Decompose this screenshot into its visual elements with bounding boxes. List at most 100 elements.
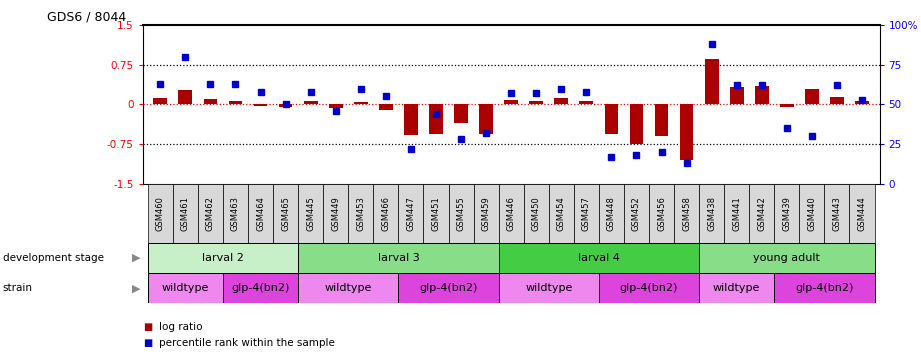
Text: GSM466: GSM466 [381, 196, 391, 231]
Text: wildtype: wildtype [324, 283, 372, 293]
Text: GSM456: GSM456 [657, 196, 666, 231]
Text: GSM461: GSM461 [181, 196, 190, 231]
Text: GSM464: GSM464 [256, 196, 265, 231]
Bar [498, 243, 699, 273]
Text: GSM460: GSM460 [156, 196, 165, 231]
Bar [830, 97, 844, 104]
Bar [699, 184, 724, 243]
Bar [179, 90, 192, 104]
Text: larval 4: larval 4 [578, 253, 620, 263]
Text: GSM450: GSM450 [531, 196, 541, 231]
Text: glp-4(bn2): glp-4(bn2) [419, 283, 478, 293]
Text: young adult: young adult [753, 253, 821, 263]
Text: GSM463: GSM463 [231, 196, 240, 231]
Bar [298, 243, 498, 273]
Bar [649, 184, 674, 243]
Text: glp-4(bn2): glp-4(bn2) [231, 283, 290, 293]
Bar [399, 184, 424, 243]
Text: GSM443: GSM443 [833, 196, 842, 231]
Bar [348, 184, 373, 243]
Text: larval 2: larval 2 [202, 253, 244, 263]
Text: GSM458: GSM458 [682, 196, 691, 231]
Bar [379, 104, 392, 110]
Text: GSM445: GSM445 [306, 196, 315, 231]
Bar [775, 184, 799, 243]
Text: GSM444: GSM444 [857, 196, 867, 231]
Bar [279, 104, 293, 106]
Bar [479, 104, 493, 134]
Text: GSM465: GSM465 [281, 196, 290, 231]
Text: GSM457: GSM457 [582, 196, 591, 231]
Bar [729, 87, 743, 104]
Text: wildtype: wildtype [713, 283, 761, 293]
Bar [849, 184, 875, 243]
Bar [755, 86, 769, 104]
Text: glp-4(bn2): glp-4(bn2) [620, 283, 678, 293]
Bar [524, 184, 549, 243]
Bar [298, 184, 323, 243]
Text: strain: strain [3, 283, 33, 293]
Bar [549, 184, 574, 243]
Bar [775, 273, 875, 303]
Bar [147, 243, 298, 273]
Bar [147, 184, 173, 243]
Bar [399, 273, 498, 303]
Bar [505, 100, 518, 104]
Text: wildtype: wildtype [525, 283, 573, 293]
Text: development stage: development stage [3, 253, 104, 263]
Text: log ratio: log ratio [159, 322, 203, 332]
Bar [655, 104, 669, 136]
Text: GSM459: GSM459 [482, 196, 491, 231]
Text: GSM447: GSM447 [406, 196, 415, 231]
Bar [173, 184, 198, 243]
Bar [599, 184, 624, 243]
Text: GSM442: GSM442 [757, 196, 766, 231]
Text: GDS6 / 8044: GDS6 / 8044 [47, 11, 126, 24]
Bar [574, 184, 599, 243]
Bar [223, 184, 248, 243]
Bar [354, 102, 367, 104]
Bar [404, 104, 418, 135]
Bar [498, 184, 524, 243]
Bar [579, 101, 593, 104]
Bar [530, 101, 543, 104]
Bar [204, 99, 217, 104]
Bar [454, 104, 468, 123]
Bar [498, 273, 599, 303]
Bar [699, 243, 875, 273]
Text: larval 3: larval 3 [378, 253, 419, 263]
Bar [824, 184, 849, 243]
Bar [323, 184, 348, 243]
Bar [780, 104, 794, 107]
Bar [248, 184, 273, 243]
Bar [198, 184, 223, 243]
Text: GSM462: GSM462 [206, 196, 215, 231]
Bar [599, 273, 699, 303]
Text: GSM452: GSM452 [632, 196, 641, 231]
Text: GSM454: GSM454 [557, 196, 565, 231]
Bar [253, 104, 267, 106]
Bar [147, 273, 223, 303]
Bar [449, 184, 473, 243]
Bar [298, 273, 399, 303]
Bar [223, 273, 298, 303]
Text: GSM453: GSM453 [356, 196, 366, 231]
Bar [273, 184, 298, 243]
Text: GSM446: GSM446 [507, 196, 516, 231]
Text: GSM439: GSM439 [782, 196, 791, 231]
Text: ■: ■ [143, 338, 152, 348]
Bar [228, 101, 242, 104]
Bar [750, 184, 775, 243]
Text: GSM441: GSM441 [732, 196, 741, 231]
Text: GSM440: GSM440 [808, 196, 816, 231]
Text: ▶: ▶ [132, 253, 140, 263]
Bar [554, 98, 568, 104]
Bar [724, 184, 750, 243]
Bar [604, 104, 618, 134]
Bar [855, 101, 869, 104]
Text: GSM449: GSM449 [332, 196, 340, 231]
Text: GSM451: GSM451 [431, 196, 440, 231]
Bar [630, 104, 644, 144]
Bar [429, 104, 443, 134]
Text: GSM455: GSM455 [457, 196, 465, 231]
